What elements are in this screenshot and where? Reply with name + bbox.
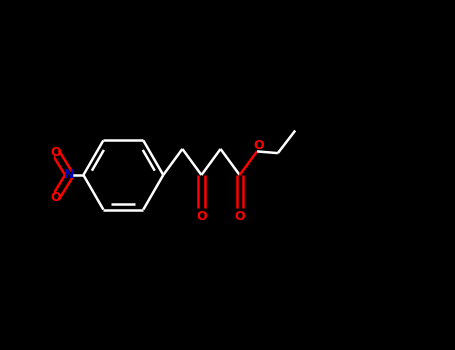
Text: O: O	[196, 210, 207, 223]
Text: O: O	[51, 191, 61, 204]
Text: O: O	[254, 139, 264, 152]
Text: N: N	[64, 168, 75, 182]
Text: O: O	[51, 146, 61, 159]
Text: O: O	[234, 210, 245, 223]
